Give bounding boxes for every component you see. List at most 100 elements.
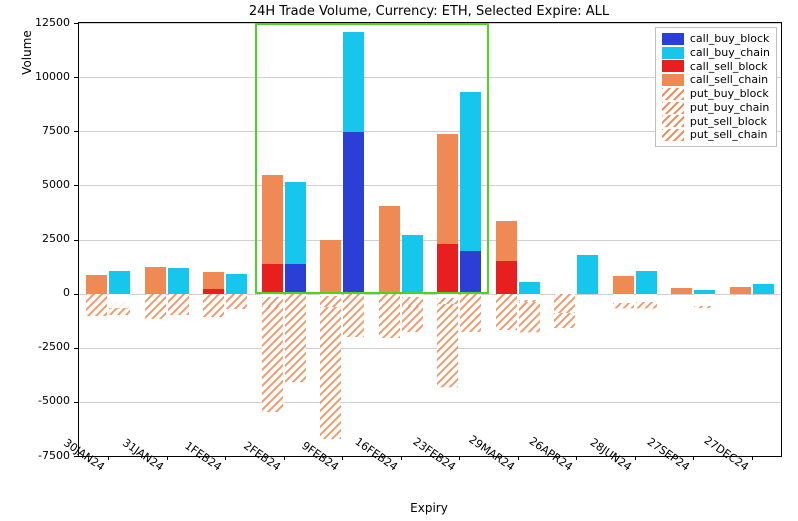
bar-put_sell_block [554,294,575,313]
xtick-mark [752,456,753,460]
bar-call_sell_chain [437,134,458,243]
ytick-mark [74,77,78,78]
ytick-label: 0 [10,286,70,299]
legend-swatch [662,47,684,59]
ytick-label: 10000 [10,70,70,83]
legend-label: put_sell_chain [690,128,768,142]
bar-put_sell_block [262,294,283,306]
ytick-mark [74,348,78,349]
legend-item-call_sell_chain: call_sell_chain [662,73,770,87]
legend-swatch [662,74,684,86]
ytick-label: 2500 [10,232,70,245]
ytick-label: 5000 [10,178,70,191]
xtick-mark [167,456,168,460]
xtick-mark [459,456,460,460]
xtick-mark [401,456,402,460]
bar-call_buy_chain [109,271,130,294]
bar-call_sell_chain [262,175,283,265]
bar-put_sell_chain [262,306,283,412]
legend-item-call_sell_block: call_sell_block [662,60,770,74]
legend-label: call_buy_block [690,32,770,46]
legend-swatch [662,102,684,114]
ytick-label: -7500 [10,449,70,462]
bar-put_buy_chain [226,294,247,309]
legend-item-put_sell_block: put_sell_block [662,115,770,129]
bar-call_buy_chain [519,282,540,294]
bar-put_buy_chain [636,294,657,300]
gridline [79,23,781,24]
bar-call_sell_chain [203,272,224,289]
legend: call_buy_blockcall_buy_chaincall_sell_bl… [655,27,777,147]
xtick-mark [342,456,343,460]
bar-put_buy_chain [109,300,130,308]
ytick-mark [74,131,78,132]
ytick-mark [74,294,78,295]
bar-call_sell_chain [613,276,634,293]
bar-put_sell_chain [145,294,166,319]
gridline [79,402,781,403]
xtick-mark [225,456,226,460]
bar-call_buy_chain [753,284,774,294]
legend-label: put_buy_chain [690,101,770,115]
bar-put_buy_chain [343,310,364,337]
bar-put_buy_chain [519,302,540,332]
xtick-mark [576,456,577,460]
bar-call_buy_chain [460,92,481,251]
bar-call_buy_chain [226,274,247,293]
bar-put_sell_block [437,294,458,305]
x-axis-label: Expiry [78,501,780,515]
bar-call_sell_chain [379,206,400,294]
bar-put_buy_block [343,294,364,310]
bar-put_sell_block [320,294,341,307]
legend-label: put_buy_block [690,87,769,101]
bar-call_sell_block [496,261,517,293]
bar-put_buy_block [519,294,540,303]
bar-call_sell_chain [671,288,692,293]
bar-put_sell_chain [86,294,107,317]
legend-label: put_sell_block [690,115,767,129]
bar-call_sell_chain [145,267,166,294]
bar-call_buy_chain [168,268,189,294]
bar-put_buy_chain [285,294,306,383]
chart-title: 24H Trade Volume, Currency: ETH, Selecte… [78,4,780,19]
legend-label: call_sell_chain [690,73,768,87]
legend-swatch [662,115,684,127]
bar-put_sell_chain [613,294,634,299]
legend-swatch [662,33,684,45]
bar-put_sell_chain [379,294,400,338]
legend-item-call_buy_chain: call_buy_chain [662,46,770,60]
bar-call_buy_chain [577,255,598,294]
bar-put_sell_chain [437,304,458,387]
ytick-mark [74,23,78,24]
bar-put_buy_block [402,294,423,306]
bar-call_buy_chain [343,32,364,133]
bar-call_sell_block [437,244,458,294]
ytick-mark [74,240,78,241]
ytick-label: 12500 [10,16,70,29]
xtick-mark [635,456,636,460]
bar-put_sell_chain [203,294,224,318]
bar-call_buy_block [343,132,364,293]
bar-call_sell_block [262,264,283,293]
bar-put_buy_chain [694,294,715,296]
bar-put_buy_chain [402,306,423,332]
y-axis-label: Volume [20,0,34,269]
figure: 24H Trade Volume, Currency: ETH, Selecte… [0,0,798,521]
legend-item-put_sell_chain: put_sell_chain [662,128,770,142]
xtick-mark [108,456,109,460]
legend-swatch [662,60,684,72]
ytick-mark [74,185,78,186]
xtick-mark [693,456,694,460]
xtick-mark [518,456,519,460]
bar-put_sell_chain [496,294,517,331]
legend-item-call_buy_block: call_buy_block [662,32,770,46]
bar-call_buy_block [285,264,306,293]
bar-call_buy_chain [636,271,657,294]
plot-area: call_buy_blockcall_buy_chaincall_sell_bl… [78,22,782,457]
bar-call_sell_chain [730,287,751,293]
gridline [79,240,781,241]
bar-call_buy_chain [402,235,423,293]
bar-call_buy_chain [285,182,306,264]
ytick-label: 7500 [10,124,70,137]
legend-swatch [662,129,684,141]
